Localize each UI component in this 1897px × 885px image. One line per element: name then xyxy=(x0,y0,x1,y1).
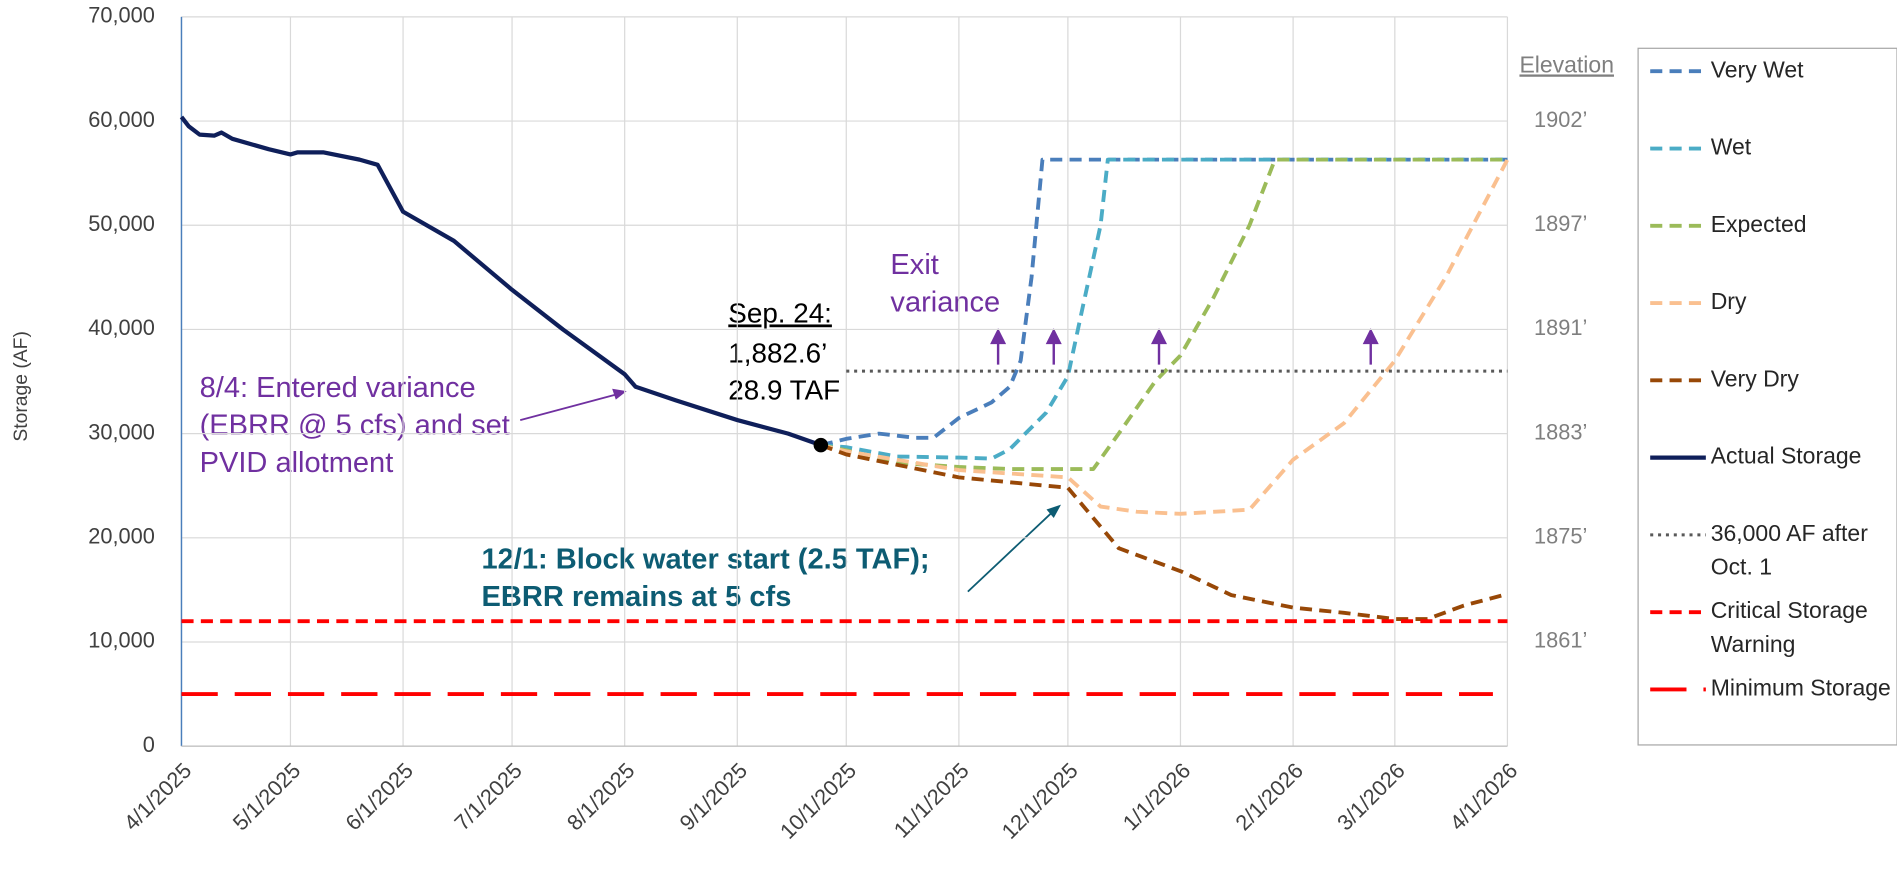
annotation: 8/4: Entered variance (EBRR @ 5 cfs) and… xyxy=(199,371,510,480)
x-tick-label: 10/1/2025 xyxy=(775,758,861,844)
series-line xyxy=(179,115,822,448)
x-tick-label: 1/1/2026 xyxy=(1118,758,1196,835)
elevation-tick-label: 1875’ xyxy=(1534,524,1587,549)
arrow-head xyxy=(1046,504,1062,518)
annotation-arrow xyxy=(519,392,620,422)
legend-entry: Critical Storage Warning xyxy=(1710,598,1868,659)
legend-label: Critical Storage Warning xyxy=(1710,598,1868,659)
y-tick-label: 50,000 xyxy=(88,211,155,236)
x-tick-label: 5/1/2025 xyxy=(228,758,306,835)
legend-label: Very Wet xyxy=(1710,57,1804,84)
end-marker xyxy=(813,437,829,453)
elevation-tick-label: 1891’ xyxy=(1534,315,1587,340)
legend-label: Minimum Storage xyxy=(1710,676,1891,702)
annotation-elevation: 1,882.6’ xyxy=(728,337,827,368)
series-line xyxy=(820,157,1508,461)
legend-label: Wet xyxy=(1710,135,1752,161)
elevation-tick-label: 1861’ xyxy=(1534,628,1587,653)
legend-entry: Actual Storage xyxy=(1710,444,1862,470)
annotation: Exit variance xyxy=(890,248,1001,319)
legend-label: 36,000 AF after Oct. 1 xyxy=(1710,521,1868,581)
legend-entry: Dry xyxy=(1710,289,1747,316)
exit-arrows xyxy=(990,328,1379,365)
annotation-text: Exit variance xyxy=(890,248,1001,319)
series-line xyxy=(820,158,1510,516)
x-tick-label: 4/1/2026 xyxy=(1445,758,1523,835)
legend-entry: Expected xyxy=(1710,212,1807,238)
elevation-tick-label: 1902’ xyxy=(1534,107,1587,132)
x-tick-label: 4/1/2025 xyxy=(119,758,197,835)
legend-entry: Very Dry xyxy=(1710,367,1799,393)
legend-entry: Wet xyxy=(1710,135,1752,161)
legend-entry: Very Wet xyxy=(1710,57,1804,84)
elevation-title: Elevation xyxy=(1519,51,1614,77)
legend-label: Very Dry xyxy=(1710,367,1799,393)
annotation-text: 8/4: Entered variance (EBRR @ 5 cfs) and… xyxy=(199,371,510,480)
y-tick-label: 60,000 xyxy=(88,107,155,132)
annotation-arrow xyxy=(967,511,1054,593)
annotation: 12/1: Block water start (2.5 TAF); EBRR … xyxy=(481,543,930,614)
y-tick-label: 40,000 xyxy=(88,315,155,340)
annotation-date: Sep. 24: xyxy=(728,297,832,328)
legend-label: Actual Storage xyxy=(1710,444,1862,470)
x-tick-label: 12/1/2025 xyxy=(997,758,1083,844)
legend-label: Expected xyxy=(1710,212,1807,238)
x-tick-label: 2/1/2026 xyxy=(1230,758,1308,835)
x-tick-label: 3/1/2026 xyxy=(1332,758,1410,835)
x-tick-label: 9/1/2025 xyxy=(675,758,753,835)
legend-box xyxy=(1637,47,1897,746)
arrow-head xyxy=(612,388,627,400)
y-axis-label: Storage (AF) xyxy=(11,331,32,442)
grid xyxy=(180,16,1509,747)
annotation-text: 12/1: Block water start (2.5 TAF); EBRR … xyxy=(481,543,930,614)
elevation-tick-label: 1883’ xyxy=(1534,419,1587,444)
x-tick-label: 8/1/2025 xyxy=(562,758,640,835)
y-tick-label: 20,000 xyxy=(88,524,155,549)
series-line xyxy=(820,157,1508,447)
elevation-tick-label: 1897’ xyxy=(1534,211,1587,236)
annotation-storage: 28.9 TAF xyxy=(728,375,840,406)
series-line xyxy=(820,157,1508,471)
y-tick-label: 30,000 xyxy=(88,419,155,444)
legend-entry: 36,000 AF after Oct. 1 xyxy=(1710,521,1868,581)
y-tick-label: 70,000 xyxy=(88,3,155,28)
legend-label: Dry xyxy=(1710,289,1747,316)
y-tick-label: 10,000 xyxy=(88,628,155,653)
y-tick-label: 0 xyxy=(143,732,155,757)
legend-entry: Minimum Storage xyxy=(1710,676,1891,702)
series-line xyxy=(820,443,1508,621)
x-tick-label: 7/1/2025 xyxy=(449,758,527,835)
x-tick-label: 11/1/2025 xyxy=(889,758,974,843)
x-tick-label: 6/1/2025 xyxy=(340,758,418,835)
